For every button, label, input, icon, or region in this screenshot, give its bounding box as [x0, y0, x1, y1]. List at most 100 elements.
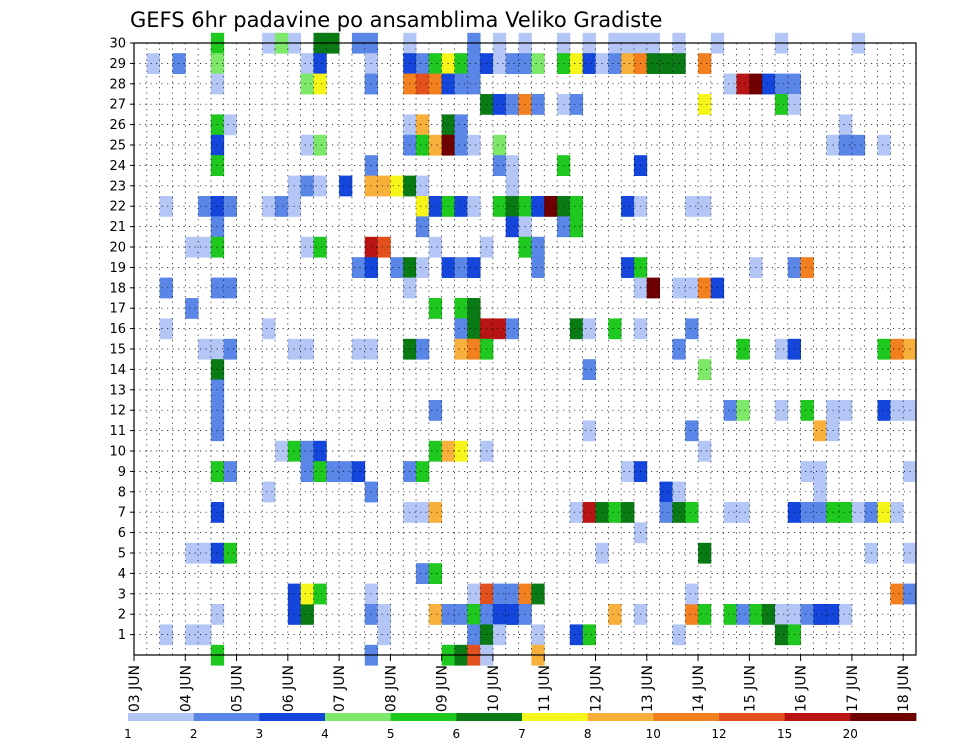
heatmap-cell	[377, 175, 391, 197]
heatmap-cell	[416, 216, 430, 238]
heatmap-cell	[698, 94, 712, 115]
heatmap-cell	[467, 583, 481, 605]
heatmap-cell	[736, 73, 750, 95]
heatmap-cell	[377, 236, 391, 258]
heatmap-cell	[467, 624, 481, 646]
heatmap-cell	[146, 53, 161, 74]
heatmap-cell	[300, 73, 314, 95]
heatmap-cell	[416, 461, 430, 482]
heatmap-cell	[416, 134, 430, 156]
y-tick-label: 15	[109, 343, 126, 358]
y-tick-label: 2	[118, 608, 126, 623]
heatmap-cell	[774, 624, 789, 646]
heatmap-cell	[454, 73, 468, 95]
heatmap-cell	[339, 461, 353, 482]
heatmap-cell	[544, 196, 558, 217]
heatmap-cell	[313, 134, 327, 156]
heatmap-cell	[223, 114, 237, 136]
heatmap-cell	[698, 196, 712, 217]
y-tick-label: 5	[118, 547, 126, 562]
heatmap-cell	[492, 53, 507, 74]
heatmap-cell	[428, 563, 443, 584]
heatmap-cell	[416, 53, 430, 74]
y-tick-label: 11	[109, 424, 126, 439]
heatmap-cell	[723, 400, 737, 421]
legend-swatch	[325, 713, 392, 721]
heatmap-cell	[851, 502, 866, 523]
heatmap-cell	[800, 400, 814, 421]
chart-title: GEFS 6hr padavine po ansamblima Veliko G…	[130, 8, 662, 32]
heatmap-cell	[467, 338, 481, 360]
heatmap-cell	[428, 196, 443, 217]
heatmap-cell	[416, 257, 430, 278]
heatmap-cell	[762, 604, 776, 625]
heatmap-cell	[467, 257, 481, 278]
legend-label: 6	[452, 727, 460, 741]
heatmap-cell	[505, 175, 519, 197]
heatmap-cell	[454, 53, 468, 74]
heatmap-cell	[531, 624, 545, 646]
heatmap-cell	[505, 155, 519, 176]
heatmap-cell	[659, 502, 673, 523]
heatmap-cell	[198, 338, 212, 360]
heatmap-cell	[839, 502, 853, 523]
y-tick-label: 13	[109, 383, 126, 398]
heatmap-cell	[313, 73, 327, 95]
heatmap-cell	[300, 583, 314, 605]
heatmap-cell	[351, 338, 366, 360]
heatmap-cell	[685, 604, 699, 625]
heatmap-cell	[198, 542, 212, 564]
x-tick-label: 12 JUN	[589, 665, 605, 712]
x-tick-label: 18 JUN	[896, 665, 912, 712]
heatmap-cell	[877, 502, 891, 523]
heatmap-cell	[505, 583, 519, 605]
heatmap-cell	[428, 604, 443, 625]
heatmap-cell	[416, 196, 430, 217]
legend-swatch	[587, 713, 654, 721]
legend-label: 8	[584, 727, 592, 741]
heatmap-cell	[877, 400, 891, 421]
heatmap-cell	[492, 583, 507, 605]
heatmap-cell	[569, 196, 584, 217]
y-tick-label: 29	[109, 57, 126, 72]
y-tick-label: 27	[109, 98, 126, 113]
heatmap-cell	[198, 624, 212, 646]
heatmap-cell	[505, 196, 519, 217]
heatmap-cell	[813, 420, 827, 442]
y-tick-label: 12	[109, 404, 126, 419]
heatmap-cell	[300, 134, 314, 156]
legend-label: 4	[321, 727, 329, 741]
heatmap-cell	[698, 53, 712, 74]
legend-label: 12	[711, 727, 726, 741]
heatmap-cell	[659, 481, 673, 503]
heatmap-cell	[569, 216, 584, 238]
heatmap-cell	[877, 338, 891, 360]
heatmap-cell	[659, 53, 673, 74]
heatmap-cell	[492, 604, 507, 625]
legend-label: 20	[843, 727, 858, 741]
heatmap-cell	[582, 420, 596, 442]
heatmap-cell	[582, 318, 596, 340]
legend-label: 10	[646, 727, 661, 741]
x-tick-label: 09 JUN	[435, 665, 451, 712]
heatmap-cell	[416, 338, 430, 360]
grid-layer	[134, 42, 916, 655]
heatmap-cell	[890, 400, 904, 421]
heatmap-cell	[454, 298, 468, 319]
heatmap-cell	[723, 502, 737, 523]
heatmap-cell	[685, 502, 699, 523]
heatmap-cell	[351, 257, 366, 278]
heatmap-cell	[531, 94, 545, 115]
heatmap-cell	[800, 502, 814, 523]
heatmap-cell	[685, 277, 699, 299]
heatmap-cell	[416, 175, 430, 197]
legend-label: 1	[124, 727, 132, 741]
heatmap-cell	[467, 53, 481, 74]
heatmap-cell	[505, 94, 519, 115]
heatmap-cell	[454, 114, 468, 136]
x-axis: 03 JUN 04 JUN 05 JUN 06 JUN 07 JUN 08 JUN 09 J…	[127, 655, 912, 712]
heatmap-cell	[454, 604, 468, 625]
heatmap-cell	[223, 338, 237, 360]
heatmap-cell	[569, 318, 584, 340]
heatmap-cell	[685, 318, 699, 340]
